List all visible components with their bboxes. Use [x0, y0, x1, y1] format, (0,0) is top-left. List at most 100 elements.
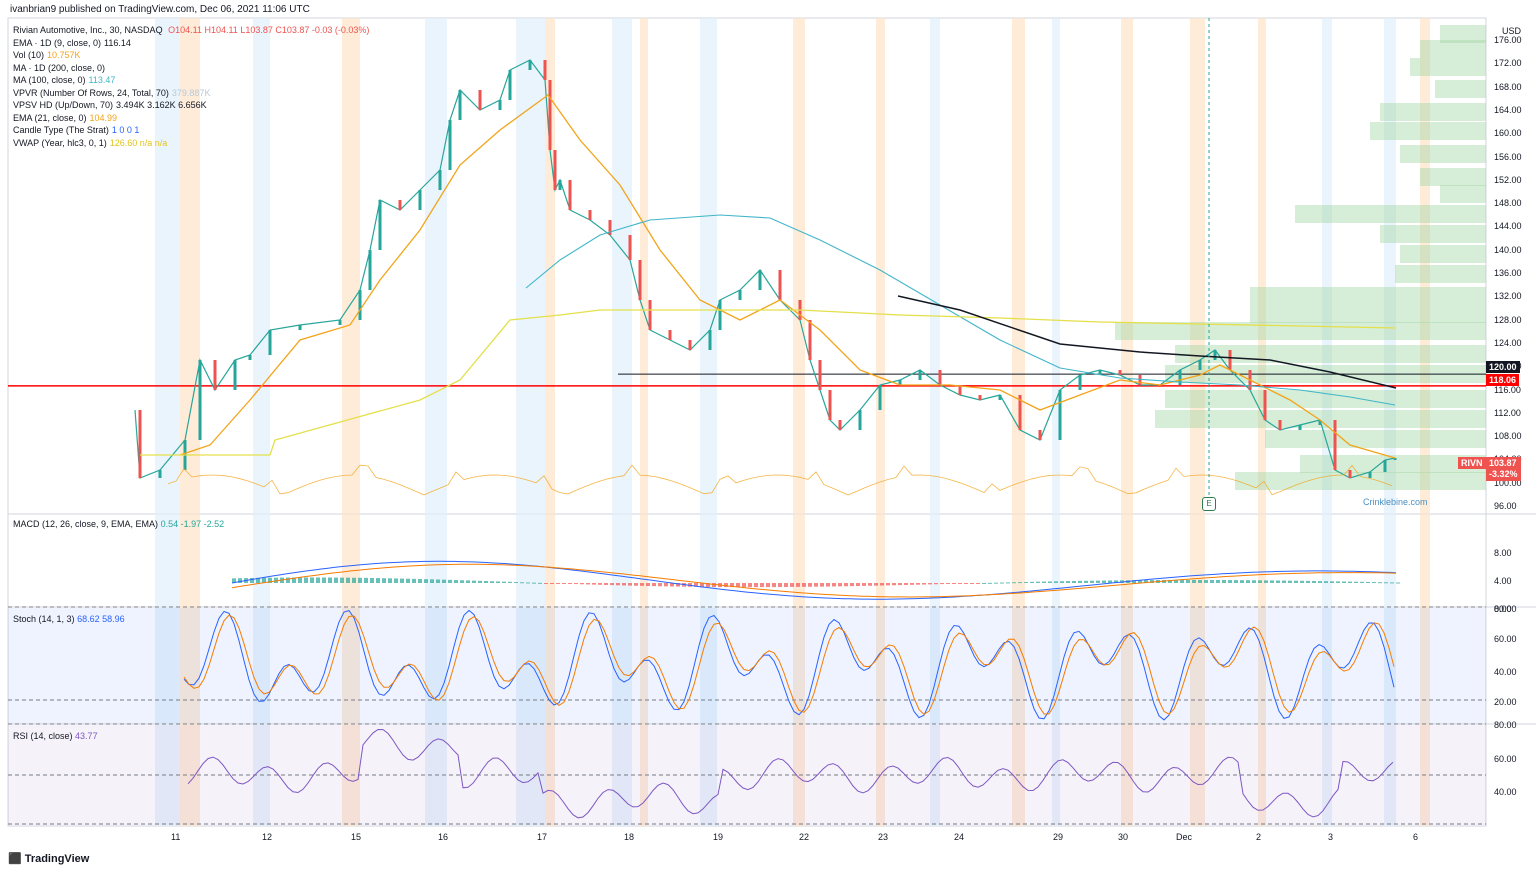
macd-hist-bar: [286, 577, 290, 583]
legend-row-label: VPSV HD (Up/Down, 70): [13, 100, 114, 110]
watermark: Crinklebine.com: [1363, 497, 1428, 507]
macd-hist-bar: [1276, 580, 1280, 583]
vpvr-row: [1410, 58, 1486, 76]
macd-hist-bar: [592, 583, 596, 585]
candle: [438, 170, 442, 190]
symbol-tag: RIVN: [1458, 457, 1486, 469]
earnings-marker[interactable]: E: [1202, 497, 1216, 511]
macd-label: MACD (12, 26, close, 9, EMA, EMA): [13, 519, 159, 529]
macd-hist-bar: [916, 583, 920, 585]
candle: [958, 385, 962, 395]
macd-hist-bar: [850, 583, 854, 587]
candle: [668, 330, 672, 340]
price-tick: 128.00: [1494, 314, 1522, 325]
macd-hist-bar: [1132, 580, 1136, 583]
macd-hist-bar: [1144, 580, 1148, 583]
macd-hist-bar: [1060, 581, 1064, 583]
candle: [738, 290, 742, 300]
macd-hist-bar: [568, 583, 572, 584]
legend-row: Vol (10) 10.757K: [13, 49, 369, 62]
candle: [1198, 360, 1202, 370]
candle: [1383, 460, 1387, 472]
macd-hist-bar: [454, 580, 458, 583]
session-band: [425, 18, 447, 826]
time-tick: 17: [537, 832, 548, 842]
vpvr-row: [1440, 185, 1486, 203]
macd-hist-bar: [1018, 582, 1022, 584]
candle: [558, 180, 562, 190]
macd-hist-bar: [1348, 581, 1352, 583]
macd-hist-bar: [820, 583, 824, 587]
price-tick: 108.00: [1494, 431, 1522, 442]
macd-hist-bar: [598, 583, 602, 585]
macd-hist-bar: [922, 583, 926, 585]
session-band: [1420, 18, 1430, 826]
session-band: [793, 18, 805, 826]
macd-hist-bar: [406, 578, 410, 583]
macd-hist-bar: [802, 583, 806, 587]
price-tick: 176.00: [1494, 35, 1522, 45]
session-band: [1052, 18, 1060, 826]
candle: [1318, 420, 1322, 425]
candle: [688, 340, 692, 350]
legend-row-value: 3.494K 3.162K 6.656K: [116, 100, 207, 110]
macd-hist-bar: [1282, 580, 1286, 583]
candle: [898, 380, 902, 385]
macd-hist-bar: [532, 582, 536, 584]
candle: [478, 90, 482, 110]
stoch-k-line: [183, 609, 1395, 721]
macd-tick: 4.00: [1494, 576, 1512, 586]
macd-hist-bar: [862, 583, 866, 586]
rsi-legend: RSI (14, close) 43.77: [13, 731, 98, 741]
macd-hist-bar: [982, 582, 986, 584]
macd-legend: MACD (12, 26, close, 9, EMA, EMA) 0.54 -…: [13, 519, 224, 529]
candle: [398, 200, 402, 210]
session-band: [1190, 18, 1205, 826]
macd-signal-line: [231, 563, 1397, 598]
stoch-tick: 40.00: [1494, 667, 1517, 677]
session-band: [1384, 18, 1396, 826]
macd-hist-bar: [304, 577, 308, 583]
macd-hist-bar: [904, 583, 908, 585]
rsi-line: [187, 728, 1394, 819]
macd-hist-bar: [892, 583, 896, 586]
stoch-label: Stoch (14, 1, 3): [13, 614, 75, 624]
session-band: [1121, 18, 1133, 826]
macd-hist-bar: [1084, 580, 1088, 583]
session-band: [155, 18, 180, 826]
stoch-d-line: [183, 614, 1395, 716]
candle: [1138, 375, 1142, 385]
macd-hist-bar: [724, 583, 728, 588]
macd-hist-bar: [1078, 580, 1082, 583]
macd-hist-bar: [1336, 581, 1340, 583]
ma200-line: [140, 309, 1396, 456]
macd-hist-bar: [544, 583, 548, 584]
macd-hist-bar: [838, 583, 842, 587]
macd-hist-bar: [988, 582, 992, 584]
macd-hist-bar: [706, 583, 710, 587]
macd-hist-bar: [238, 578, 242, 583]
candle: [838, 420, 842, 430]
macd-hist-bar: [1054, 581, 1058, 583]
macd-hist-bar: [352, 577, 356, 583]
currency-label: USD: [1502, 26, 1522, 36]
legend-row: EMA · 1D (9, close, 0) 116.14: [13, 37, 369, 50]
macd-hist-bar: [772, 583, 776, 588]
macd-hist-bar: [856, 583, 860, 587]
candle: [828, 390, 832, 420]
vpvr-row: [1295, 205, 1486, 223]
candle: [818, 360, 822, 390]
macd-hist-bar: [502, 581, 506, 583]
price-tick: 96.00: [1494, 501, 1517, 511]
legend-row-label: EMA · 1D (9, close, 0): [13, 37, 102, 48]
candle: [548, 80, 552, 150]
candle: [568, 180, 572, 210]
macd-hist-bar: [604, 583, 608, 585]
candle: [1348, 470, 1352, 478]
macd-hist-bar: [958, 583, 962, 584]
macd-hist-bar: [496, 581, 500, 583]
macd-hist-bar: [520, 582, 524, 584]
macd-hist-bar: [316, 577, 320, 583]
macd-hist-bar: [1198, 579, 1202, 583]
